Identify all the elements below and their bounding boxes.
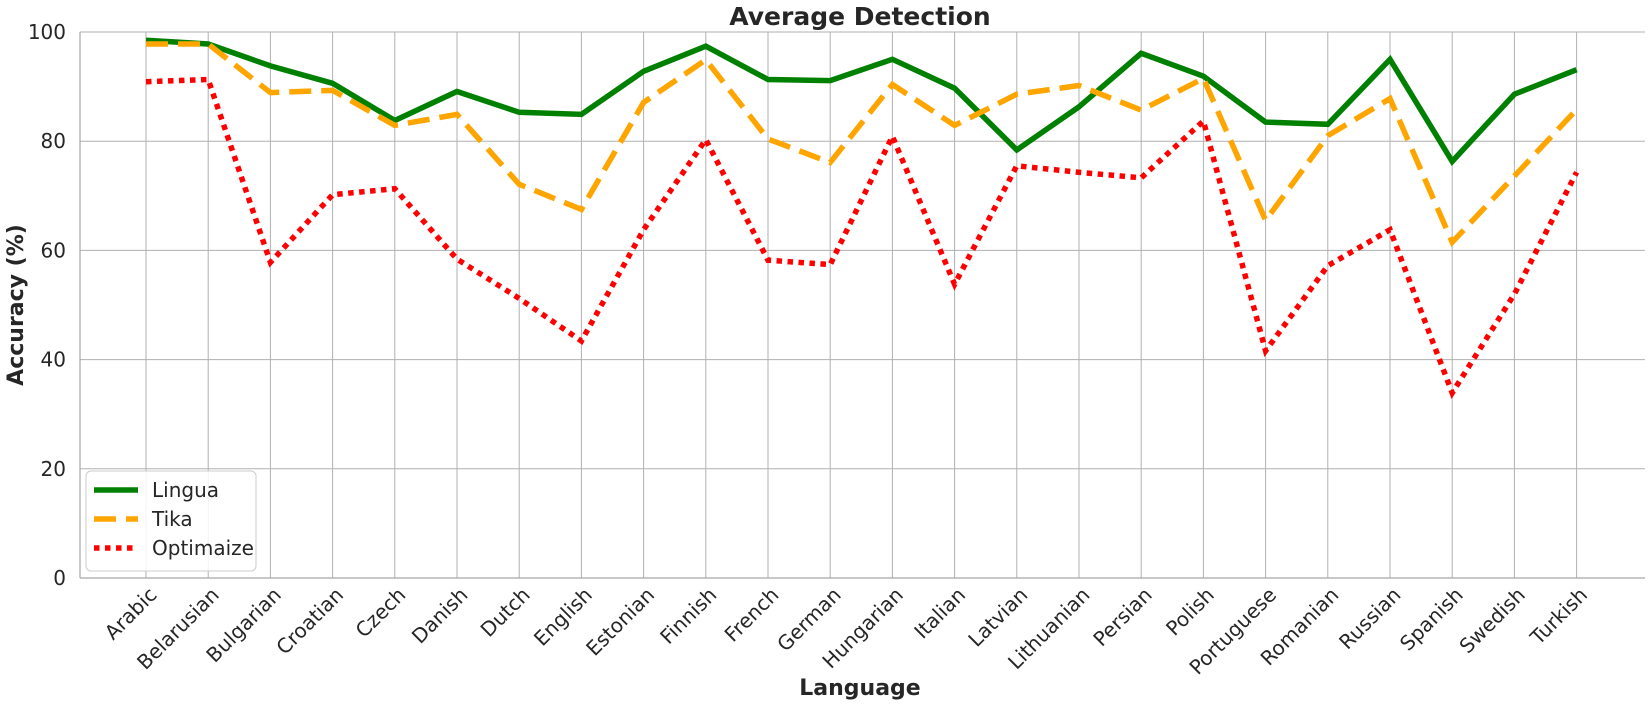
legend-label: Lingua bbox=[152, 478, 219, 502]
y-tick-label: 60 bbox=[41, 238, 66, 262]
legend-label: Optimaize bbox=[152, 536, 254, 560]
y-axis-label: Accuracy (%) bbox=[4, 224, 29, 386]
series-line-lingua bbox=[145, 37, 1578, 166]
y-tick-label: 20 bbox=[41, 457, 66, 481]
y-tick-labels: 0 20 40 60 80 100 bbox=[28, 20, 66, 590]
axes bbox=[79, 32, 1645, 579]
series-line-tika bbox=[146, 41, 1579, 248]
y-tick-label: 100 bbox=[28, 20, 66, 44]
grid-lines bbox=[80, 31, 1645, 579]
y-tick-label: 0 bbox=[53, 566, 66, 590]
y-tick-label: 80 bbox=[41, 129, 66, 153]
series-line-optimaize bbox=[145, 76, 1580, 400]
series-lines bbox=[145, 37, 1580, 400]
legend: Lingua Tika Optimaize bbox=[85, 470, 257, 572]
y-tick-label: 40 bbox=[41, 348, 66, 372]
chart-title: Average Detection bbox=[729, 2, 990, 31]
x-axis-label: Language bbox=[799, 676, 920, 701]
legend-label: Tika bbox=[151, 507, 193, 531]
